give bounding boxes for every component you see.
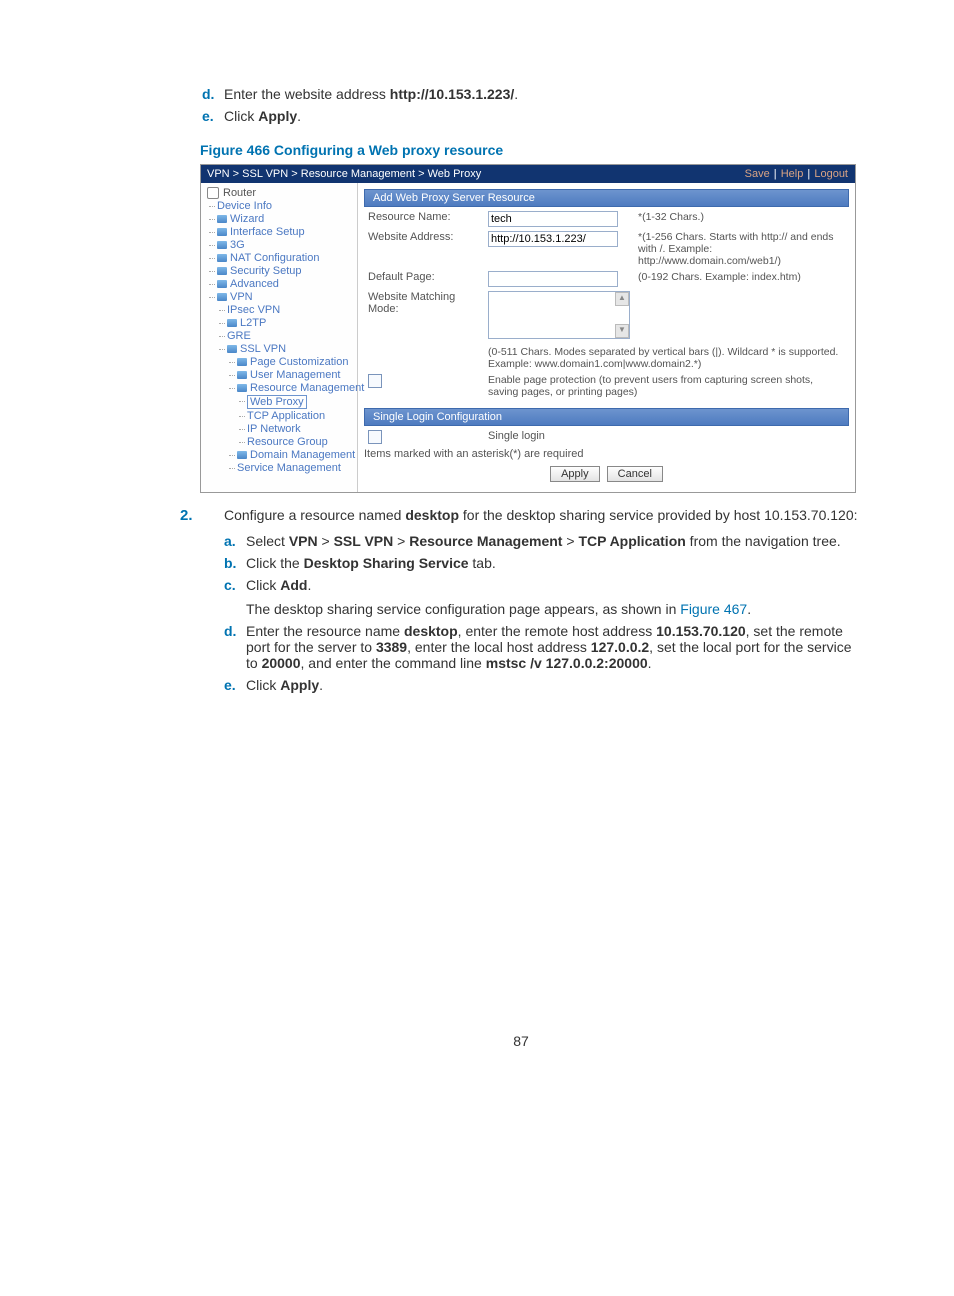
defaultpage-input[interactable]	[488, 271, 618, 287]
help-link[interactable]: Help	[781, 168, 804, 180]
nav-root[interactable]: Router	[207, 187, 357, 199]
folder-icon	[217, 278, 230, 290]
nav-wizard[interactable]: Wizard	[217, 213, 357, 225]
numbered-steps: 2. Configure a resource named desktop fo…	[180, 507, 862, 693]
folder-icon	[217, 291, 230, 303]
screenshot: VPN > SSL VPN > Resource Management > We…	[200, 164, 856, 493]
step-2b: b. Click the Desktop Sharing Service tab…	[246, 555, 862, 571]
nav-user-mgmt[interactable]: User Management	[237, 369, 357, 381]
nav-domain-mgmt[interactable]: Domain Management	[237, 449, 357, 461]
nav-resource-group[interactable]: Resource Group	[247, 436, 357, 448]
nav-web-proxy[interactable]: Web Proxy	[247, 395, 357, 409]
breadcrumb-bar: VPN > SSL VPN > Resource Management > We…	[201, 165, 855, 183]
matchingmode-hint: (0-511 Chars. Modes separated by vertica…	[484, 344, 849, 372]
nav-3g[interactable]: 3G	[217, 239, 357, 251]
form-table: Resource Name: *(1-32 Chars.) Website Ad…	[364, 209, 849, 400]
step-d-marker: d.	[202, 86, 214, 102]
section-add-header: Add Web Proxy Server Resource	[364, 189, 849, 207]
step-2-marker: 2.	[180, 507, 193, 524]
step-2: 2. Configure a resource named desktop fo…	[180, 507, 862, 693]
nav-device-info[interactable]: Device Info	[217, 200, 357, 212]
folder-icon	[217, 226, 230, 238]
nav-page-custom[interactable]: Page Customization	[237, 356, 357, 368]
form-area: Add Web Proxy Server Resource Resource N…	[358, 183, 855, 492]
section-single-header: Single Login Configuration	[364, 408, 849, 426]
step-2a: a. Select VPN > SSL VPN > Resource Manag…	[246, 533, 862, 549]
cancel-button[interactable]: Cancel	[607, 466, 663, 482]
top-links: Save | Help | Logout	[744, 168, 849, 180]
step-e: e. Click Apply.	[224, 108, 862, 124]
nav-security[interactable]: Security Setup	[217, 265, 357, 277]
logout-link[interactable]: Logout	[814, 168, 848, 180]
nav-sslvpn[interactable]: SSL VPN Page Customization User Manageme…	[227, 343, 357, 474]
step-e-marker: e.	[202, 108, 214, 124]
folder-icon	[237, 449, 250, 461]
figure-467-link[interactable]: Figure 467	[680, 601, 747, 617]
websiteaddress-hint: *(1-256 Chars. Starts with http:// and e…	[634, 229, 849, 269]
resourcename-hint: *(1-32 Chars.)	[634, 209, 849, 229]
folder-icon	[237, 382, 250, 394]
apply-button[interactable]: Apply	[550, 466, 600, 482]
nav-vpn[interactable]: VPN IPsec VPN L2TP GRE SSL VPN Page Cust…	[217, 291, 357, 474]
folder-icon	[237, 356, 250, 368]
websiteaddress-label: Website Address:	[364, 229, 484, 269]
pageprotection-label: Enable page protection (to prevent users…	[484, 372, 849, 400]
pageprotection-checkbox[interactable]	[368, 374, 382, 388]
step-2c-after: The desktop sharing service configuratio…	[246, 601, 862, 617]
nav-advanced[interactable]: Advanced	[217, 278, 357, 290]
required-note: Items marked with an asterisk(*) are req…	[364, 448, 849, 460]
singlelogin-label: Single login	[484, 428, 849, 446]
figure-caption: Figure 466 Configuring a Web proxy resou…	[200, 142, 862, 158]
nav-ip-network[interactable]: IP Network	[247, 423, 357, 435]
step-d-text: Enter the website address http://10.153.…	[224, 86, 518, 102]
nav-resource-mgmt[interactable]: Resource Management Web Proxy TCP Applic…	[237, 382, 357, 448]
websiteaddress-input[interactable]	[488, 231, 618, 247]
folder-icon	[217, 265, 230, 277]
folder-icon	[237, 369, 250, 381]
singlelogin-checkbox[interactable]	[368, 430, 382, 444]
nav-ipsec-vpn[interactable]: IPsec VPN	[227, 304, 357, 316]
scroll-down-icon[interactable]: ▼	[615, 324, 629, 338]
defaultpage-hint: (0-192 Chars. Example: index.htm)	[634, 269, 849, 289]
resourcename-label: Resource Name:	[364, 209, 484, 229]
step-e-text: Click Apply.	[224, 108, 301, 124]
step-2c: c. Click Add. The desktop sharing servic…	[246, 577, 862, 617]
step-2-intro: Configure a resource named desktop for t…	[224, 507, 858, 523]
folder-icon	[227, 317, 240, 329]
folder-icon	[217, 213, 230, 225]
pre-steps: d. Enter the website address http://10.1…	[180, 86, 862, 124]
resourcename-input[interactable]	[488, 211, 618, 227]
nav-service-mgmt[interactable]: Service Management	[237, 462, 357, 474]
defaultpage-label: Default Page:	[364, 269, 484, 289]
nav-nat[interactable]: NAT Configuration	[217, 252, 357, 264]
nav-l2tp[interactable]: L2TP	[227, 317, 357, 329]
save-link[interactable]: Save	[745, 168, 770, 180]
nav-tcp-app[interactable]: TCP Application	[247, 410, 357, 422]
folder-icon	[217, 239, 230, 251]
step-2e: e. Click Apply.	[246, 677, 862, 693]
breadcrumb: VPN > SSL VPN > Resource Management > We…	[207, 168, 481, 180]
step-d: d. Enter the website address http://10.1…	[224, 86, 862, 102]
page-number: 87	[180, 1033, 862, 1049]
folder-icon	[227, 343, 240, 355]
step-2d: d. Enter the resource name desktop, ente…	[246, 623, 862, 671]
matchingmode-label: Website Matching Mode:	[364, 289, 484, 344]
scroll-up-icon[interactable]: ▲	[615, 292, 629, 306]
nav-gre[interactable]: GRE	[227, 330, 357, 342]
folder-icon	[217, 252, 230, 264]
matchingmode-textarea[interactable]: ▲ ▼	[488, 291, 630, 339]
nav-tree: Router Device Info Wizard Interface Setu…	[201, 183, 358, 492]
nav-interface-setup[interactable]: Interface Setup	[217, 226, 357, 238]
